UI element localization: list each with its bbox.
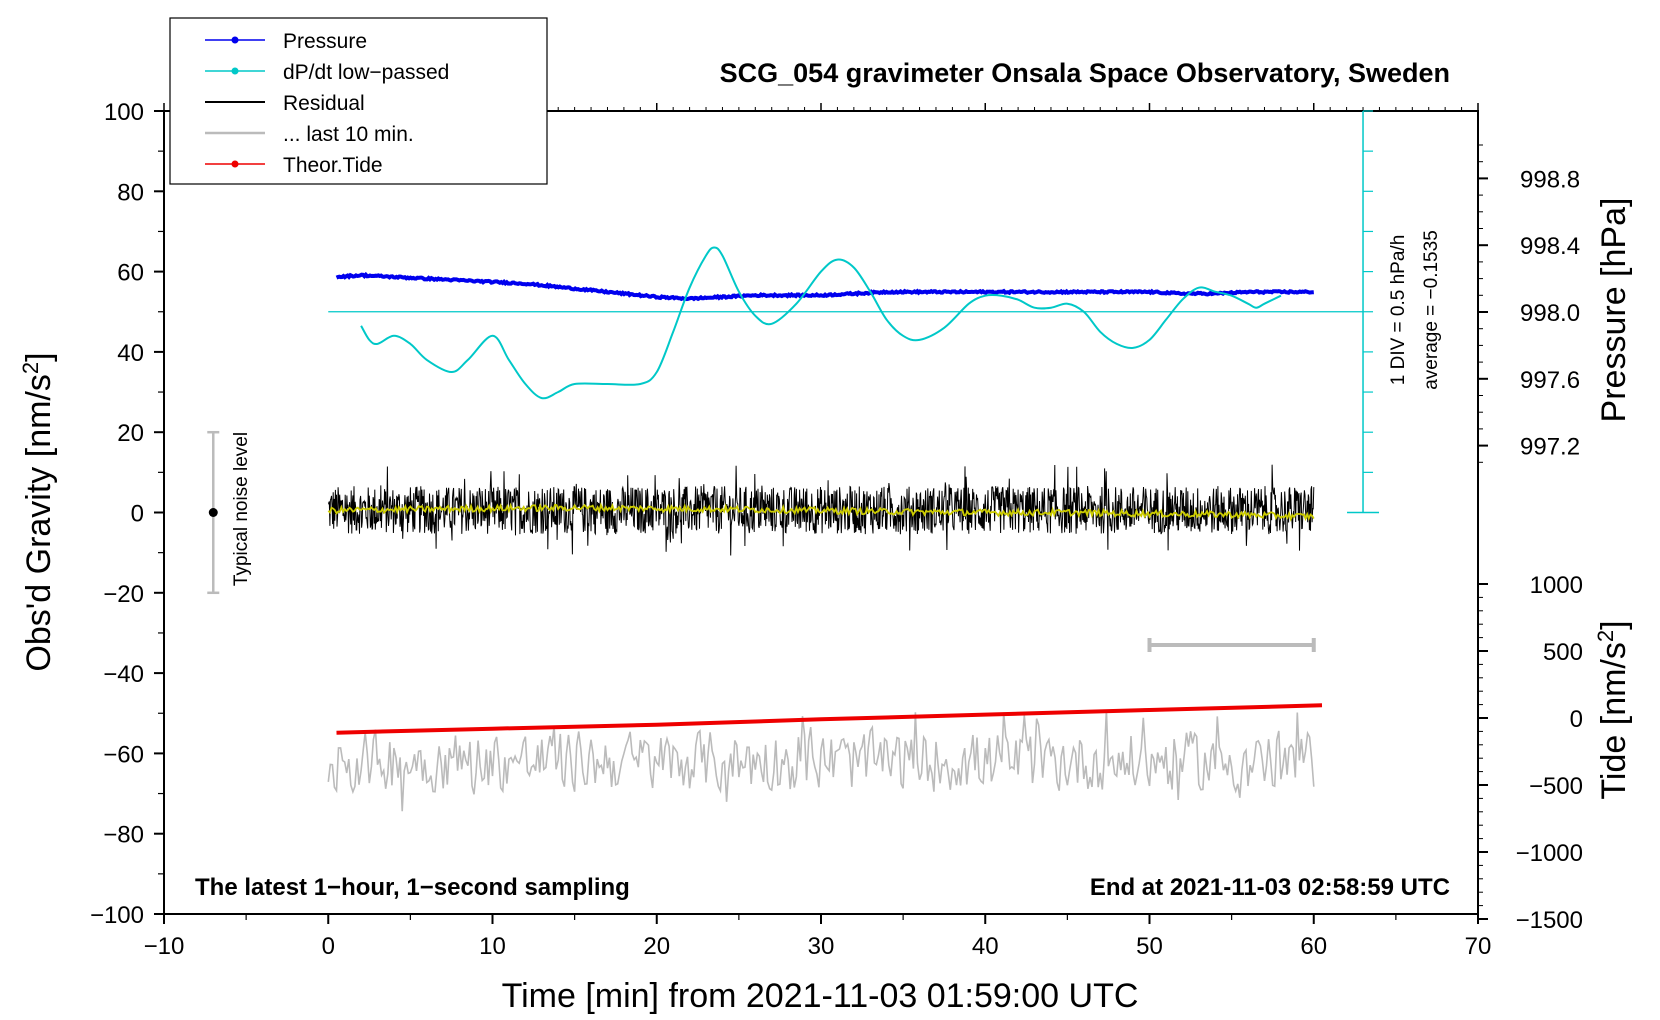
noise-level-label: Typical noise level <box>231 432 252 586</box>
tide-tick-label: −1000 <box>1516 840 1583 867</box>
legend-marker-pressure <box>231 36 239 44</box>
x-tick-label: 10 <box>479 933 506 960</box>
x-tick-label: 0 <box>322 933 335 960</box>
legend: Pressure dP/dt low−passed Residual ... l… <box>169 17 548 185</box>
x-axis: −10 0 10 20 30 40 50 60 70 <box>144 103 1492 960</box>
series-tide <box>336 703 1323 735</box>
sampling-note: The latest 1−hour, 1−second sampling <box>195 874 630 901</box>
y-tick-label: 20 <box>117 420 144 447</box>
y-tick-label: −40 <box>103 661 144 688</box>
tide-tick-label: 500 <box>1543 639 1583 666</box>
average-label: average = −0.1535 <box>1421 230 1442 390</box>
series-last10 <box>327 709 1315 812</box>
y-axis-title-tide: Tide [nm/s2] <box>1593 620 1633 799</box>
y-tick-label: 0 <box>131 501 144 528</box>
legend-label-last10: ... last 10 min. <box>283 123 414 146</box>
pressure-tick-label: 998.8 <box>1520 166 1580 193</box>
x-tick-label: 40 <box>972 933 999 960</box>
y-axis-pressure: 998.8 998.4 998.0 997.6 997.2 <box>1478 144 1580 463</box>
pressure-tick-label: 998.0 <box>1520 300 1580 327</box>
y-tick-label: 60 <box>117 260 144 287</box>
legend-label-dpdt: dP/dt low−passed <box>283 61 449 84</box>
y-tick-label: −80 <box>103 822 144 849</box>
series-layer <box>327 246 1323 812</box>
y-tick-label: −60 <box>103 741 144 768</box>
div-label: 1 DIV = 0.5 hPa/h <box>1388 235 1409 386</box>
y-tick-label: 80 <box>117 179 144 206</box>
series-residual-smoothed <box>327 502 1315 522</box>
y-tick-label: 100 <box>104 99 144 126</box>
y-axis-tide: 1000 500 0 −500 −1000 −1500 <box>1478 572 1583 934</box>
x-tick-label: 50 <box>1136 933 1163 960</box>
tide-tick-label: −1500 <box>1516 907 1583 934</box>
y-axis-title-pressure: Pressure [hPa] <box>1595 198 1633 423</box>
pressure-tick-label: 997.6 <box>1520 367 1580 394</box>
y-tick-label: −20 <box>103 581 144 608</box>
y-tick-label: −100 <box>90 902 144 929</box>
x-tick-label: 20 <box>643 933 670 960</box>
pressure-tick-label: 997.2 <box>1520 434 1580 461</box>
chart-title: SCG_054 gravimeter Onsala Space Observat… <box>720 58 1450 88</box>
x-tick-label: 70 <box>1465 933 1492 960</box>
overlay-annotations <box>207 110 1380 652</box>
series-pressure <box>335 271 1314 302</box>
y-tick-label: 40 <box>117 340 144 367</box>
pressure-tick-label: 998.4 <box>1520 233 1580 260</box>
x-tick-label: 60 <box>1300 933 1327 960</box>
legend-label-pressure: Pressure <box>283 30 367 53</box>
tide-tick-label: 0 <box>1570 706 1583 733</box>
x-axis-title: Time [min] from 2021-11-03 01:59:00 UTC <box>502 977 1139 1015</box>
y-axis-gravity: 100 80 60 40 20 0 −20 −40 −60 −80 −100 <box>90 99 164 929</box>
legend-marker-tide <box>231 160 239 168</box>
x-tick-label: 30 <box>808 933 835 960</box>
end-time-note: End at 2021-11-03 02:58:59 UTC <box>1090 874 1450 901</box>
legend-marker-dpdt <box>231 67 239 75</box>
x-tick-label: −10 <box>144 933 185 960</box>
tide-tick-label: 1000 <box>1530 572 1583 599</box>
tide-tick-label: −500 <box>1529 773 1583 800</box>
legend-label-residual: Residual <box>283 92 365 115</box>
legend-label-tide: Theor.Tide <box>283 154 383 177</box>
y-axis-title-gravity: Obs'd Gravity [nm/s2] <box>18 352 58 671</box>
series-residual <box>327 464 1315 556</box>
noise-bar-center <box>208 508 218 517</box>
series-dpdt <box>360 246 1282 400</box>
